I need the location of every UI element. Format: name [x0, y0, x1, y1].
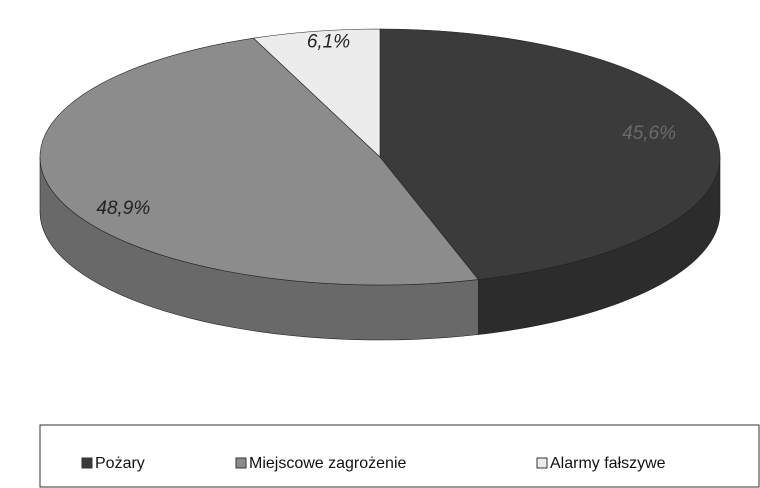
slice — [379, 28, 721, 280]
data-label: 6,1% — [307, 31, 350, 52]
legend-label: Miejscowe zagrożenie — [249, 455, 407, 472]
legend-label: Alarmy fałszywe — [550, 455, 666, 472]
legend-swatch — [235, 457, 247, 469]
slice — [252, 28, 381, 158]
legend-swatch — [536, 457, 548, 469]
data-label: 48,9% — [96, 198, 150, 219]
data-label: 45,6% — [622, 123, 676, 144]
legend-swatch — [81, 457, 93, 469]
legend-box — [39, 424, 760, 488]
legend-label: Pożary — [95, 455, 145, 472]
slice — [39, 37, 479, 286]
